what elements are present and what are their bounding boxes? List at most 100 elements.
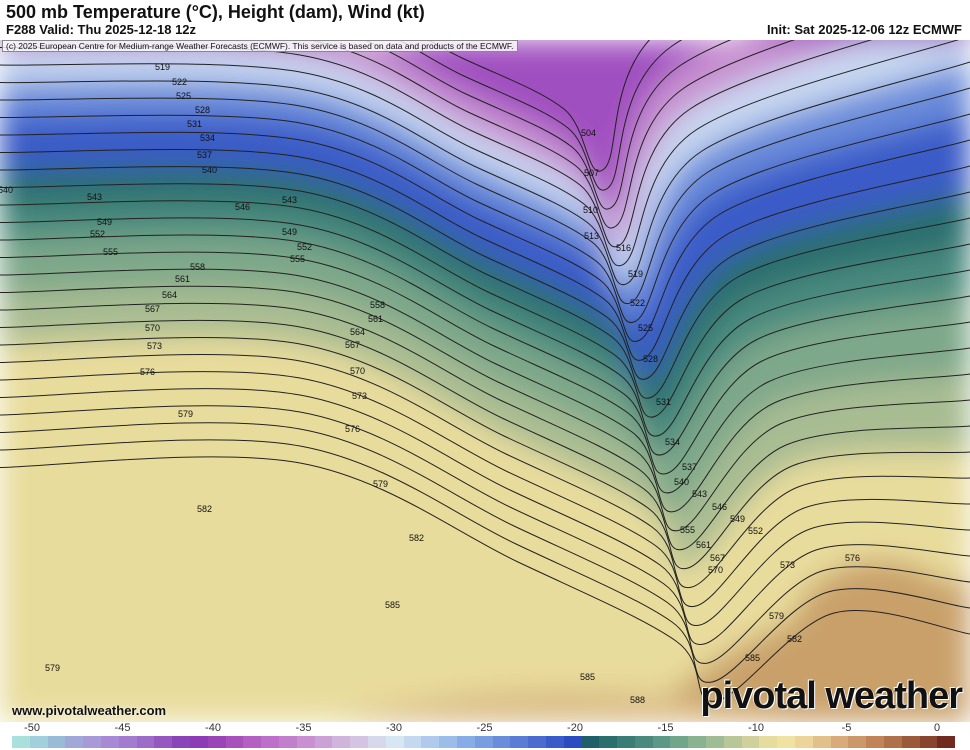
height-label: 540 xyxy=(0,185,13,195)
height-contour xyxy=(0,131,970,343)
height-label: 576 xyxy=(345,424,360,434)
colorbar: -50 -45 -40 -35 -30 -25 -20 -15 -10 -5 0 xyxy=(0,722,970,750)
height-label: 525 xyxy=(638,323,653,333)
colorbar-swatch xyxy=(136,736,155,748)
colorbar-tick: -30 xyxy=(386,722,402,734)
colorbar-swatch xyxy=(350,736,368,748)
colorbar-swatch xyxy=(47,736,66,748)
height-contour xyxy=(0,422,970,664)
colorbar-swatch xyxy=(795,736,813,748)
height-label: 585 xyxy=(580,672,595,682)
height-contour xyxy=(362,40,732,210)
height-label: 543 xyxy=(692,489,707,499)
height-contour xyxy=(0,371,970,608)
height-contours xyxy=(0,40,970,702)
colorbar-swatch xyxy=(385,736,404,748)
colorbar-swatch xyxy=(439,736,457,748)
height-label: 510 xyxy=(583,205,598,215)
height-contour xyxy=(0,87,970,305)
init-time: Init: Sat 2025-12-06 12z ECMWF xyxy=(766,22,962,37)
height-contour xyxy=(0,234,970,456)
height-label: 531 xyxy=(187,119,202,129)
copyright-notice: (c) 2025 European Centre for Medium-rang… xyxy=(2,40,518,52)
colorbar-swatch xyxy=(12,736,30,748)
height-label: 570 xyxy=(145,323,160,333)
height-label: 522 xyxy=(630,298,645,308)
colorbar-tick: -5 xyxy=(841,722,852,734)
height-label: 579 xyxy=(373,479,388,489)
height-labels: 5195225255285315345375405405435465435495… xyxy=(0,62,860,705)
colorbar-swatch xyxy=(581,736,600,748)
colorbar-swatch xyxy=(866,736,885,748)
height-contour xyxy=(0,268,970,494)
height-label: 546 xyxy=(712,502,727,512)
colorbar-swatch xyxy=(261,736,279,748)
height-label: 558 xyxy=(190,262,205,272)
height-label: 573 xyxy=(147,341,162,351)
colorbar-swatch xyxy=(599,736,618,748)
temperature-band xyxy=(0,40,970,285)
height-label: 540 xyxy=(674,477,689,487)
height-contour xyxy=(0,251,970,475)
height-label: 537 xyxy=(682,462,697,472)
colorbar-swatch xyxy=(830,736,849,748)
map-title: 500 mb Temperature (°C), Height (dam), W… xyxy=(6,2,425,22)
colorbar-swatch xyxy=(759,736,778,748)
colorbar-swatch xyxy=(421,736,440,748)
height-label: 585 xyxy=(745,653,760,663)
height-label: 555 xyxy=(103,247,118,257)
colorbar-swatches xyxy=(12,736,956,748)
height-label: 564 xyxy=(350,327,365,337)
colorbar-swatch xyxy=(296,736,315,748)
warm-shading xyxy=(640,580,970,722)
height-label: 516 xyxy=(616,243,631,253)
colorbar-swatch xyxy=(367,736,386,748)
height-label: 576 xyxy=(845,553,860,563)
height-contour xyxy=(0,113,970,324)
colorbar-swatch xyxy=(634,736,653,748)
colorbar-swatch xyxy=(901,736,920,748)
colorbar-swatch xyxy=(278,736,297,748)
colorbar-swatch xyxy=(563,736,582,748)
height-label: 534 xyxy=(665,437,680,447)
weather-map[interactable]: 519 522 525 528 531 534 537 540 540 543 546 543 549 5… xyxy=(0,40,970,722)
colorbar-swatch xyxy=(172,736,190,748)
height-label: 519 xyxy=(628,269,643,279)
height-contour xyxy=(0,319,970,551)
valid-time: F288 Valid: Thu 2025-12-18 12z xyxy=(6,22,197,37)
height-label: 576 xyxy=(140,367,155,377)
colorbar-swatch xyxy=(723,736,742,748)
height-contour xyxy=(0,166,970,380)
height-label: 504 xyxy=(581,128,596,138)
colorbar-tick: -25 xyxy=(476,722,493,734)
height-contour xyxy=(427,40,651,172)
colorbar-tick: 0 xyxy=(933,722,941,734)
height-label: 564 xyxy=(162,290,177,300)
colorbar-tick: -45 xyxy=(114,722,131,734)
height-label: 555 xyxy=(290,254,305,264)
colorbar-swatch xyxy=(617,736,635,748)
height-label: 552 xyxy=(748,526,763,536)
height-contour xyxy=(0,148,970,361)
website-link[interactable]: www.pivotalweather.com xyxy=(12,703,167,718)
height-label: 528 xyxy=(195,105,210,115)
height-label: 573 xyxy=(780,560,795,570)
colorbar-swatch xyxy=(189,736,208,748)
height-label: 588 xyxy=(630,695,645,705)
height-label: 546 xyxy=(235,202,250,212)
colorbar-swatch xyxy=(528,736,546,748)
height-label: 585 xyxy=(385,600,400,610)
colorbar-swatch xyxy=(65,736,84,748)
colorbar-tick: -20 xyxy=(567,722,583,734)
colorbar-tick: -50 xyxy=(24,722,40,734)
colorbar-swatch xyxy=(777,736,796,748)
colorbar-tick: -35 xyxy=(295,722,312,734)
height-label: 555 xyxy=(680,525,695,535)
colorbar-swatch xyxy=(29,736,48,748)
height-label: 540 xyxy=(202,165,217,175)
height-contour xyxy=(398,40,683,191)
colorbar-tick: -40 xyxy=(205,722,221,734)
height-label: 570 xyxy=(708,565,723,575)
height-label: 519 xyxy=(155,62,170,72)
height-contour xyxy=(0,405,970,645)
